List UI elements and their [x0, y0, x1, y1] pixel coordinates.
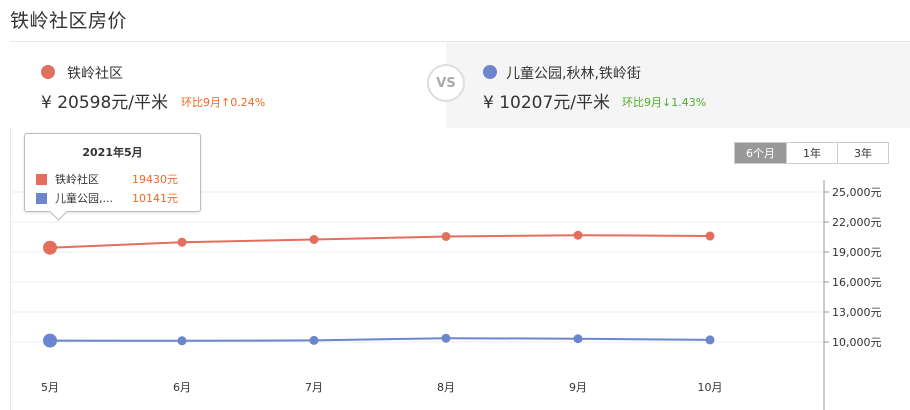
compare-right-change: 环比9月↓1.43%: [622, 96, 707, 109]
y-tick-label: 16,000元: [832, 276, 882, 289]
data-point: [43, 240, 57, 255]
compare-left-price: ¥ 20598元/平米: [41, 93, 169, 113]
tooltip-row: 铁岭社区 19430元: [36, 171, 178, 187]
tooltip-series-value: 10141元: [132, 192, 178, 205]
x-tick-label: 6月: [173, 381, 191, 394]
data-point: [309, 235, 319, 244]
compare-right-panel: 儿童公园,秋林,铁岭街 ¥ 10207元/平米 环比9月↓1.43%: [446, 42, 910, 128]
series-line: [49, 234, 711, 249]
title-divider: [10, 41, 910, 42]
y-tick-label: 19,000元: [832, 246, 882, 259]
range-tab-1-year[interactable]: 1年: [786, 143, 837, 163]
compare-left-panel: 铁岭社区 ¥ 20598元/平米 环比9月↑0.24%: [10, 42, 446, 128]
vs-badge: VS: [427, 64, 465, 102]
tooltip-series-name: 铁岭社区: [55, 173, 99, 186]
y-tick-label: 22,000元: [832, 216, 882, 229]
chart-area: [10, 128, 910, 410]
data-point: [441, 333, 451, 343]
compare-right-price: ¥ 10207元/平米: [483, 93, 611, 113]
data-point: [177, 237, 187, 247]
legend-swatch-icon: [36, 173, 47, 185]
y-tick-label: 10,000元: [832, 336, 882, 349]
tooltip-title: 2021年5月: [82, 146, 143, 159]
chart-tooltip: 2021年5月 铁岭社区 19430元 儿童公园,... 10141元: [24, 133, 201, 212]
x-tick-label: 8月: [437, 381, 455, 394]
compare-right-name: 儿童公园,秋林,铁岭街: [506, 66, 641, 82]
data-point: [309, 335, 319, 345]
series-line: [49, 337, 711, 342]
range-tab-6-months[interactable]: 6个月: [735, 143, 786, 163]
y-tick-label: 25,000元: [832, 186, 882, 199]
data-point: [573, 230, 583, 240]
data-point: [441, 232, 451, 241]
x-tick-label: 7月: [305, 381, 323, 394]
data-point: [573, 334, 583, 344]
data-point: [705, 335, 715, 345]
series-dot-icon: [483, 65, 497, 79]
range-tab-3-years[interactable]: 3年: [837, 143, 888, 163]
compare-left-name: 铁岭社区: [67, 66, 123, 82]
series-dot-icon: [41, 65, 55, 79]
data-point: [705, 231, 715, 241]
page-title: 铁岭社区房价: [10, 10, 128, 32]
tooltip-row: 儿童公园,... 10141元: [36, 190, 178, 206]
data-point: [43, 333, 57, 348]
y-tick-label: 13,000元: [832, 306, 882, 319]
data-point: [177, 336, 187, 346]
tooltip-series-value: 19430元: [132, 173, 178, 186]
time-range-tabs: 6个月 1年 3年: [734, 142, 889, 164]
compare-left-change: 环比9月↑0.24%: [181, 96, 266, 109]
x-tick-label: 9月: [569, 381, 587, 394]
legend-swatch-icon: [36, 192, 47, 204]
x-tick-label: 5月: [41, 381, 59, 394]
price-comparison: 铁岭社区 ¥ 20598元/平米 环比9月↑0.24% 儿童公园,秋林,铁岭街 …: [10, 42, 910, 128]
tooltip-series-name: 儿童公园,...: [55, 192, 113, 205]
x-tick-label: 10月: [698, 381, 723, 394]
